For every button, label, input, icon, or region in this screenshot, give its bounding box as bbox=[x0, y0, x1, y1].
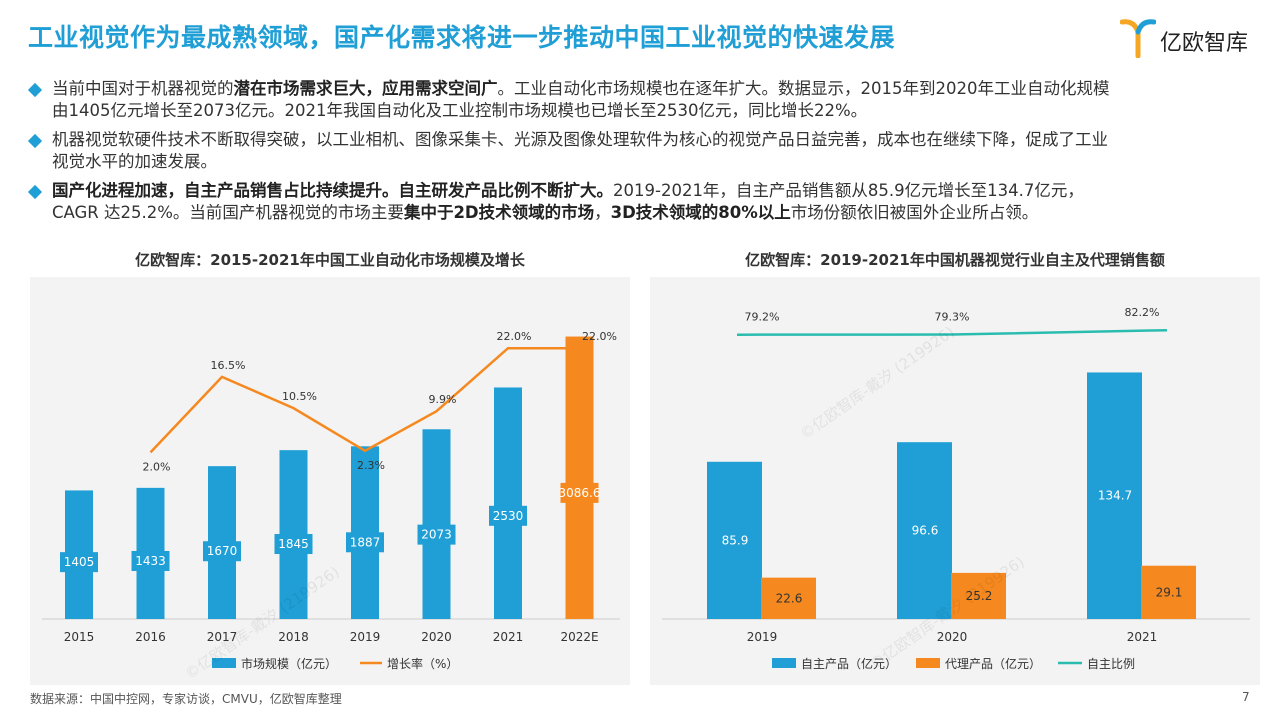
bullet-item-localization: 国产化进程加速，自主产品销售占比持续提升。自主研发产品比例不断扩大。2019-2… bbox=[27, 180, 1255, 224]
bar-value-label-bg bbox=[489, 505, 527, 526]
bullet-text: 机器视觉软硬件技术不断取得突破，以工业相机、图像采集卡、光源及图像处理软件为核心… bbox=[52, 130, 1108, 149]
bar-value-label: 2530 bbox=[493, 509, 524, 523]
x-tick-label: 2017 bbox=[207, 630, 238, 644]
bar-value-label: 1845 bbox=[278, 537, 309, 551]
line-value-label: 10.5% bbox=[282, 390, 317, 403]
bar-self-owned bbox=[897, 442, 952, 619]
chart-title-automation: 亿欧智库：2015-2021年中国工业自动化市场规模及增长 bbox=[135, 251, 525, 269]
watermark-text: ©亿欧智库-戴汐 (219926) bbox=[797, 323, 958, 443]
page-title: 工业视觉作为最成熟领域，国产化需求将进一步推动中国工业视觉的快速发展 bbox=[28, 23, 896, 52]
chart-panel-automation: 1405 2015 1433 2016 1670 2017 1845 2018 1887 2019… bbox=[30, 33, 648, 685]
line-value-label: 2.0% bbox=[143, 460, 171, 473]
x-tick-label: 2021 bbox=[493, 630, 524, 644]
bar-value-label-bg bbox=[417, 524, 456, 545]
bullet-text: ， bbox=[594, 203, 611, 222]
bullet-text: 视觉水平的加速发展。 bbox=[52, 152, 217, 171]
x-tick-label: 2020 bbox=[421, 630, 452, 644]
legend-label-self-owned: 自主产品（亿元） bbox=[801, 656, 897, 671]
bar-value-label: 25.2 bbox=[966, 589, 993, 603]
line-value-label: 22.0% bbox=[497, 330, 532, 343]
bullet-text: 市场份额依旧被国外企业所占领。 bbox=[790, 203, 1039, 222]
line-value-label: 22.0% bbox=[582, 330, 617, 343]
bullet-item-market-demand: 当前中国对于机器视觉的潜在市场需求巨大，应用需求空间广。工业自动化市场规模也在逐… bbox=[27, 78, 1255, 122]
legend-label-agency: 代理产品（亿元） bbox=[945, 656, 1041, 671]
bar-market-size bbox=[494, 387, 522, 619]
legend-swatch-self-owned bbox=[772, 658, 796, 668]
bar-value-label-bg bbox=[60, 552, 98, 573]
bar-agency bbox=[761, 577, 816, 619]
legend-label-self-ratio: 自主比例 bbox=[1087, 657, 1135, 671]
x-tick-label: 2019 bbox=[747, 630, 778, 644]
bar-agency bbox=[1141, 565, 1196, 619]
brand-name: 亿欧智库 bbox=[1160, 31, 1249, 56]
line-value-label: 9.9% bbox=[429, 393, 457, 406]
bar-value-label: 96.6 bbox=[912, 524, 939, 538]
line-value-label: 16.5% bbox=[211, 359, 246, 372]
bar-self-owned bbox=[707, 461, 762, 619]
x-tick-label: 2021 bbox=[1127, 630, 1158, 644]
legend-swatch-market-size bbox=[212, 658, 236, 668]
x-tick-label: 2020 bbox=[937, 630, 968, 644]
bar-value-label: 134.7 bbox=[1098, 489, 1132, 503]
bullet-text: 2019-2021年，自主产品销售额从85.9亿元增长至134.7亿元， bbox=[613, 181, 1084, 200]
x-tick-label: 2015 bbox=[64, 630, 95, 644]
bar-value-label: 2073 bbox=[421, 528, 452, 542]
series-line-growth-rate bbox=[149, 346, 584, 454]
bar-market-size bbox=[565, 336, 594, 619]
brand-logo: 亿欧智库 bbox=[1120, 18, 1270, 58]
bar-value-label: 29.1 bbox=[1156, 585, 1183, 599]
series-line-self-ratio bbox=[736, 328, 1168, 336]
diamond-bullet-icon bbox=[27, 184, 43, 200]
bullet-text: 当前中国对于机器视觉的 bbox=[52, 79, 234, 98]
bar-value-label-bg bbox=[131, 550, 170, 571]
x-tick-label: 2022E bbox=[560, 630, 598, 644]
x-tick-label: 2019 bbox=[350, 630, 381, 644]
bar-value-label: 1405 bbox=[64, 555, 95, 569]
bar-self-owned bbox=[1087, 372, 1142, 619]
automation-market-chart: 1405 2015 1433 2016 1670 2017 1845 2018 1887 2019… bbox=[42, 33, 648, 683]
bullet-list: 当前中国对于机器视觉的潜在市场需求巨大，应用需求空间广。工业自动化市场规模也在逐… bbox=[27, 78, 1255, 231]
data-source-note: 数据来源：中国中控网，专家访谈，CMVU，亿欧智库整理 bbox=[30, 692, 342, 706]
bullet-text: CAGR 达25.2%。当前国产机器视觉的市场主要 bbox=[52, 203, 404, 222]
diamond-bullet-icon bbox=[27, 82, 43, 98]
bar-market-size bbox=[422, 429, 451, 619]
legend-label-growth-rate: 增长率（%） bbox=[387, 656, 458, 671]
legend-swatch-agency bbox=[916, 658, 940, 668]
x-tick-label: 2018 bbox=[278, 630, 309, 644]
bar-value-label-bg bbox=[346, 532, 384, 553]
line-value-label: 2.3% bbox=[357, 459, 385, 472]
bar-value-label-bg bbox=[203, 541, 241, 562]
machine-vision-sales-chart: 85.9 22.6 2019 96.6 25.2 2020 134.7 29.1 2021 79.… bbox=[662, 306, 1250, 673]
bullet-emphasis: 潜在市场需求巨大，应用需求空间广 bbox=[233, 79, 498, 98]
x-tick-label: 2016 bbox=[135, 630, 166, 644]
line-value-label: 79.3% bbox=[935, 311, 970, 324]
bar-value-label: 85.9 bbox=[722, 533, 749, 547]
brand-logo-icon bbox=[1120, 19, 1156, 58]
bullet-emphasis: 集中于2D技术领域的市场 bbox=[403, 203, 595, 222]
bullet-text: 。工业自动化市场规模也在逐年扩大。数据显示，2015年到2020年工业自动化规模 bbox=[497, 79, 1110, 98]
bullet-emphasis: 3D技术领域的80%以上 bbox=[610, 203, 791, 222]
bullet-item-technology: 机器视觉软硬件技术不断取得突破，以工业相机、图像采集卡、光源及图像处理软件为核心… bbox=[27, 129, 1255, 173]
bar-value-label-bg bbox=[560, 482, 599, 503]
chart-panel-machine-vision: 85.9 22.6 2019 96.6 25.2 2020 134.7 29.1 2021 79.… bbox=[650, 277, 1260, 685]
line-value-label: 79.2% bbox=[745, 311, 780, 324]
bar-value-label: 1670 bbox=[207, 544, 238, 558]
bar-value-label: 1887 bbox=[350, 535, 381, 549]
bar-value-label: 1433 bbox=[135, 554, 166, 568]
page-number: 7 bbox=[1242, 690, 1250, 704]
bar-agency bbox=[951, 572, 1006, 619]
chart-title-machine-vision: 亿欧智库：2019-2021年中国机器视觉行业自主及代理销售额 bbox=[745, 251, 1165, 269]
legend-label-market-size: 市场规模（亿元） bbox=[241, 656, 337, 671]
bar-value-label: 3086.6 bbox=[559, 486, 601, 500]
bar-value-label: 22.6 bbox=[776, 591, 803, 605]
line-value-label: 82.2% bbox=[1125, 306, 1160, 319]
diamond-bullet-icon bbox=[27, 133, 43, 149]
bar-value-label-bg bbox=[274, 534, 313, 555]
bullet-text: 由1405亿元增长至2073亿元。2021年我国自动化及工业控制市场规模也已增长… bbox=[52, 101, 868, 120]
bullet-emphasis: 国产化进程加速，自主产品销售占比持续提升。自主研发产品比例不断扩大。 bbox=[52, 181, 613, 200]
